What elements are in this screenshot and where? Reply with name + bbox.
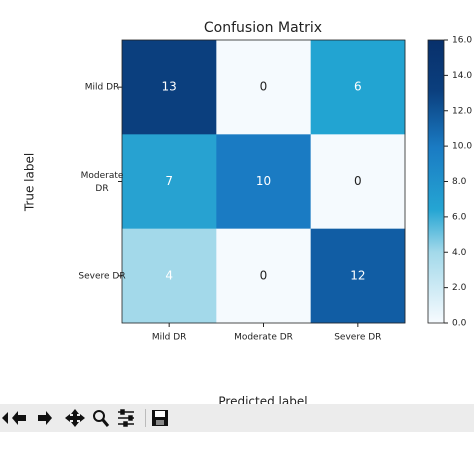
cell-label: 0 (260, 268, 268, 282)
cell (216, 134, 311, 229)
toolbar (0, 404, 474, 474)
y-tick-label: Severe DR (78, 271, 125, 281)
colorbar-tick-label: 16.0 (452, 36, 472, 46)
pan-icon[interactable] (65, 409, 85, 427)
window-bottom (0, 432, 474, 474)
colorbar-tick-label: 10.0 (452, 142, 472, 152)
cell-label: 6 (354, 80, 362, 94)
x-tick-label: Moderate DR (234, 333, 293, 343)
cell-label: 7 (165, 174, 173, 188)
cell (216, 228, 311, 324)
colorbar-tick-label: 8.0 (452, 177, 467, 187)
x-tick-label: Mild DR (152, 333, 187, 343)
x-tick-label: Severe DR (334, 333, 381, 343)
cell (122, 228, 217, 324)
cell (310, 134, 406, 229)
forward-icon[interactable] (38, 411, 52, 425)
cell (122, 40, 217, 135)
cell (122, 134, 217, 229)
colorbar-tick-label: 12.0 (452, 106, 472, 116)
cell-label: 0 (260, 80, 268, 94)
colorbar-tick-label: 2.0 (452, 283, 467, 293)
separator (145, 409, 146, 427)
save-shutter (156, 420, 164, 425)
save-label (155, 411, 165, 417)
colorbar (427, 39, 445, 324)
colorbar-tick-label: 0.0 (452, 319, 467, 329)
cell-label: 10 (256, 174, 271, 188)
cell-label: 13 (162, 80, 177, 94)
colorbar-tick-label: 4.0 (452, 248, 467, 258)
colorbar-tick-label: 14.0 (452, 71, 472, 81)
y-tick-label: Moderate DR (81, 171, 124, 194)
home-icon[interactable] (2, 412, 8, 424)
chart-title: Confusion Matrix (204, 20, 322, 36)
cell (310, 40, 406, 135)
y-axis-label: True label (23, 153, 37, 212)
cell-label: 12 (350, 268, 365, 282)
back-icon[interactable] (12, 411, 26, 425)
cell-label: 0 (354, 174, 362, 188)
config-icon[interactable] (118, 409, 134, 427)
zoom-icon[interactable] (93, 410, 105, 422)
zoom-handle (101, 419, 110, 427)
cell (216, 40, 311, 135)
cell (310, 228, 406, 324)
cell-label: 4 (165, 268, 173, 282)
colorbar-tick-label: 6.0 (452, 212, 467, 222)
y-tick-label: Mild DR (85, 83, 120, 93)
